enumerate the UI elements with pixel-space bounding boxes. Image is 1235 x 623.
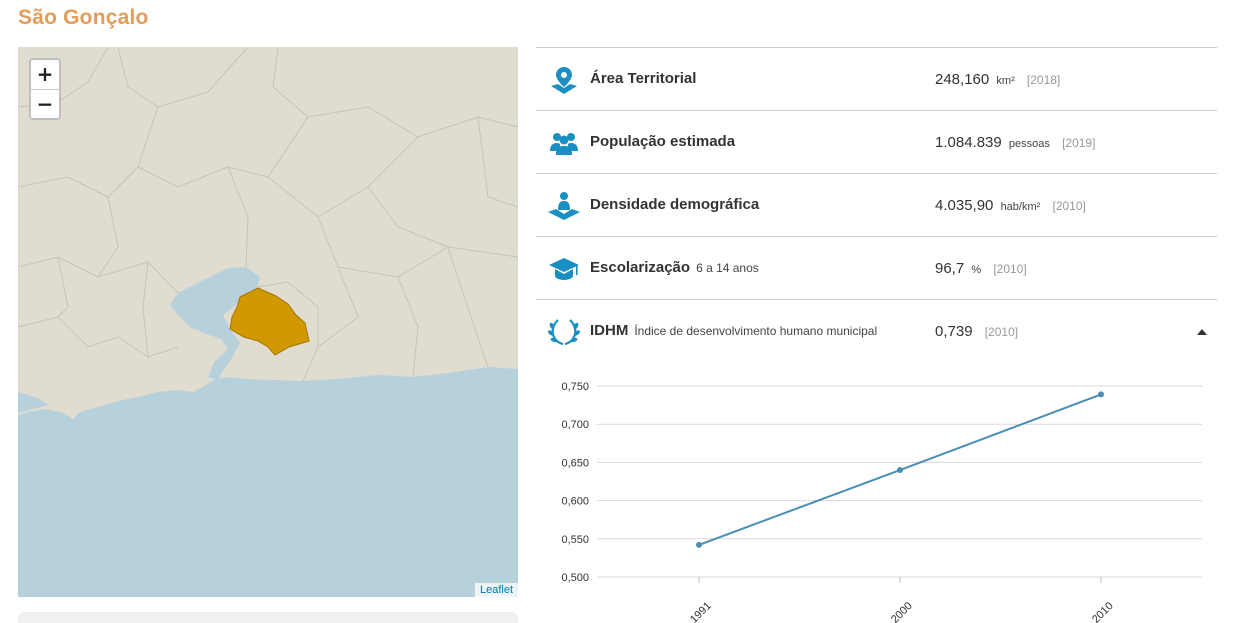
ocean-inlet [18, 392, 48, 413]
people-icon [550, 133, 578, 155]
indicator-label-text: Escolarização [590, 259, 691, 276]
indicator-year: [2018] [1026, 73, 1061, 87]
indicators-list: Área Territorial 248,160 km² [2018] Popu… [536, 47, 1217, 362]
map-canvas[interactable] [18, 47, 518, 597]
map-footer-panel [18, 612, 518, 623]
indicator-value-group: 0,739 [2010] [935, 323, 1018, 340]
indicator-unit: pessoas [1008, 138, 1050, 150]
y-tick-label: 0,750 [561, 381, 589, 393]
indicator-label: Escolarização 6 a 14 anos [590, 259, 759, 276]
y-tick-label: 0,700 [561, 419, 589, 431]
sao-goncalo-region [229, 287, 310, 356]
indicator-year: [2010] [1052, 199, 1086, 213]
indicator-label: Densidade demográfica [590, 196, 760, 213]
indicator-year: [2019] [1062, 136, 1096, 150]
indicator-year: [2010] [984, 325, 1019, 339]
municipal-borders [18, 47, 518, 382]
indicator-value-group: 96,7 % [2010] [935, 260, 1027, 277]
bay-water [170, 267, 260, 380]
indicator-unit: % [971, 264, 982, 276]
leaflet-attribution-link[interactable]: Leaflet [474, 583, 518, 597]
indicator-value: 1.084.839 [935, 134, 1002, 151]
map-pin-icon [551, 67, 577, 94]
indicator-value-group: 248,160 km² [2018] [935, 71, 1060, 88]
data-point [696, 541, 702, 548]
y-tick-label: 0,550 [561, 534, 589, 546]
zoom-in-button[interactable]: + [31, 60, 59, 89]
indicator-value: 248,160 [935, 71, 990, 88]
data-point [1098, 391, 1104, 398]
x-tick-label: 2000 [889, 600, 915, 623]
indicator-row-population[interactable]: População estimada 1.084.839 pessoas [20… [536, 110, 1217, 173]
collapse-chevron-up-icon[interactable] [1197, 329, 1207, 335]
data-point [897, 467, 903, 474]
indicator-sublabel: 6 a 14 anos [696, 261, 759, 275]
indicator-row-schooling[interactable]: Escolarização 6 a 14 anos 96,7 % [2010] [536, 236, 1217, 299]
indicator-value: 96,7 [935, 260, 965, 277]
graduation-cap-icon [549, 258, 579, 280]
indicator-sublabel: Índice de desenvolvimento humano municip… [634, 324, 878, 338]
indicator-value: 0,739 [935, 323, 973, 340]
indicator-unit: hab/km² [1000, 201, 1041, 213]
laurel-icon [548, 319, 580, 346]
indicator-label: IDHM Índice de desenvolvimento humano mun… [590, 322, 877, 339]
indicator-value-group: 4.035,90 hab/km² [2010] [935, 197, 1086, 214]
indicator-label: Área Territorial [590, 70, 697, 87]
indicator-row-idhm[interactable]: IDHM Índice de desenvolvimento humano mun… [536, 299, 1217, 362]
indicator-label-text: IDHM [590, 322, 629, 339]
y-tick-label: 0,600 [561, 496, 589, 508]
density-icon [548, 192, 580, 220]
land-area [18, 47, 518, 419]
zoom-control: + − [29, 58, 61, 120]
idhm-line-chart: 0,500 0,550 0,600 0,650 0,700 0,750 1991 2000 20… [561, 381, 1202, 623]
indicator-year: [2010] [993, 262, 1027, 276]
indicator-value-group: 1.084.839 pessoas [2019] [935, 134, 1095, 151]
indicator-unit: km² [996, 75, 1015, 87]
municipality-map[interactable]: + − Leaflet [18, 47, 518, 597]
indicator-label: População estimada [590, 133, 736, 150]
indicator-row-area[interactable]: Área Territorial 248,160 km² [2018] [536, 47, 1217, 110]
indicator-value: 4.035,90 [935, 197, 994, 214]
y-tick-label: 0,500 [561, 572, 589, 584]
zoom-out-button[interactable]: − [31, 89, 59, 118]
x-tick-label: 1991 [688, 600, 714, 623]
x-tick-label: 2010 [1090, 600, 1116, 623]
y-tick-label: 0,650 [561, 457, 589, 469]
page-title: São Gonçalo [18, 6, 149, 29]
indicator-row-density[interactable]: Densidade demográfica 4.035,90 hab/km² [… [536, 173, 1217, 236]
